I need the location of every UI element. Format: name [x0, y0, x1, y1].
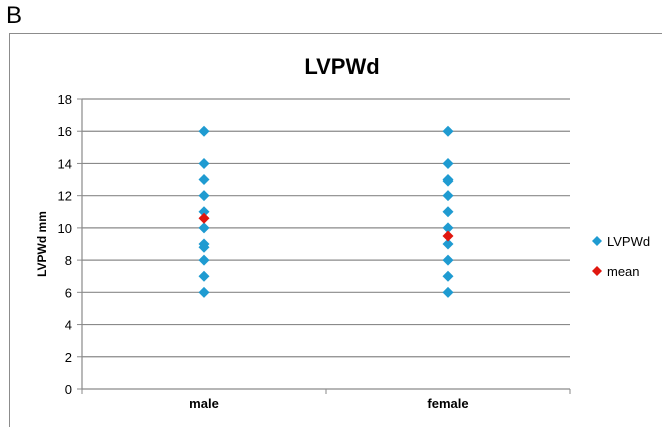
y-tick-labels: 0 2 4 6 8 10 12 14 16 18 — [58, 92, 72, 397]
chart-frame-left-border — [9, 33, 10, 427]
gridlines — [77, 98, 570, 390]
data-point-male — [198, 174, 210, 186]
legend-marker-mean — [592, 266, 602, 276]
data-point-female — [442, 175, 454, 187]
data-points — [198, 125, 454, 298]
data-point-female — [442, 157, 454, 169]
data-point-male — [198, 125, 210, 137]
data-point-male — [198, 270, 210, 282]
legend: LVPWd mean — [592, 234, 650, 279]
data-point-female — [442, 238, 454, 250]
data-point-male — [198, 222, 210, 234]
chart-title: LVPWd — [304, 54, 379, 79]
y-tick-label: 12 — [58, 189, 72, 204]
data-point-male — [198, 190, 210, 202]
data-point-female — [442, 206, 454, 218]
legend-label-mean: mean — [607, 264, 640, 279]
data-point-female — [442, 286, 454, 298]
data-point-female — [442, 125, 454, 137]
mean-point-female — [442, 230, 454, 242]
x-tick-label-female: female — [427, 396, 468, 411]
data-point-female — [442, 270, 454, 282]
y-tick-label: 14 — [58, 156, 72, 171]
legend-label-LVPWd: LVPWd — [607, 234, 650, 249]
data-point-male — [198, 286, 210, 298]
series-mean — [198, 212, 454, 242]
x-tick-labels: male female — [189, 396, 468, 411]
y-tick-label: 10 — [58, 221, 72, 236]
y-tick-label: 6 — [65, 285, 72, 300]
data-point-male — [198, 254, 210, 266]
data-point-male — [198, 206, 210, 218]
y-tick-label: 16 — [58, 124, 72, 139]
data-point-male — [198, 241, 210, 253]
y-tick-label: 4 — [65, 318, 72, 333]
panel-label: B — [6, 2, 23, 29]
y-tick-label: 0 — [65, 382, 72, 397]
data-point-female — [442, 254, 454, 266]
axes — [81, 99, 571, 394]
y-tick-label: 2 — [65, 350, 72, 365]
series-LVPWd — [198, 125, 454, 298]
y-tick-label: 8 — [65, 253, 72, 268]
y-tick-label: 18 — [58, 92, 72, 107]
data-point-female — [442, 190, 454, 202]
x-tick-label-male: male — [189, 396, 219, 411]
chart-frame-top-border — [9, 33, 662, 34]
legend-marker-LVPWd — [592, 236, 602, 246]
mean-point-male — [198, 212, 210, 224]
y-axis-label: LVPWd mm — [35, 211, 49, 277]
data-point-female — [442, 222, 454, 234]
data-point-male — [198, 157, 210, 169]
